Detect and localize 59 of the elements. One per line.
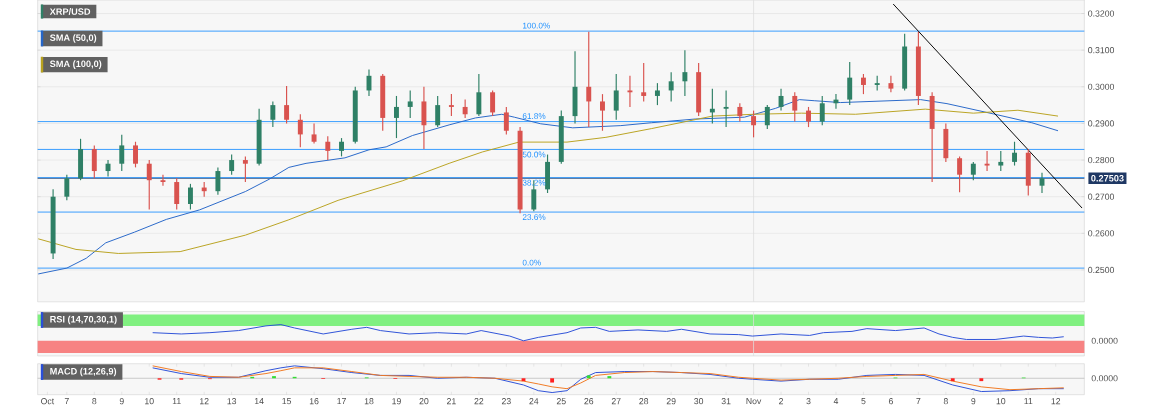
annotation: 100.0% xyxy=(523,22,550,29)
y-tick-label: 0.3100 xyxy=(1088,47,1115,54)
y-tick-label: 0.2500 xyxy=(1088,266,1115,274)
x-tick-label: 4 xyxy=(833,398,839,405)
x-tick-label: Nov xyxy=(746,398,762,405)
x-tick-label: 13 xyxy=(227,398,237,405)
x-tick-label: 10 xyxy=(996,398,1006,405)
x-tick-label: 7 xyxy=(916,398,921,405)
x-tick-label: 15 xyxy=(282,398,292,405)
y-tick-label: 0.2800 xyxy=(1088,156,1115,164)
y-tick-label: 0.2600 xyxy=(1088,230,1115,237)
x-tick-label: 18 xyxy=(364,398,374,405)
x-tick-label: 8 xyxy=(92,398,97,405)
annotation: 50.0% xyxy=(522,151,546,158)
x-tick-label: 20 xyxy=(419,398,429,405)
x-tick-label: 24 xyxy=(529,398,539,405)
x-tick-label: 7 xyxy=(64,398,69,405)
x-tick-label: 9 xyxy=(119,398,124,405)
x-tick-label: 19 xyxy=(392,398,401,405)
x-tick-label: 9 xyxy=(971,398,976,405)
x-tick-label: 25 xyxy=(556,398,566,405)
ref-line-label: 0.27503 xyxy=(1091,175,1124,182)
annotation: 61.8% xyxy=(522,113,546,119)
legend-label: SMA (100,0) xyxy=(49,60,102,69)
x-tick-label: 3 xyxy=(806,398,811,405)
text: 0.0000 xyxy=(1091,337,1118,344)
x-tick-label: 26 xyxy=(584,398,594,405)
y-tick-label: 0.2900 xyxy=(1088,120,1115,127)
x-tick-label: 11 xyxy=(172,398,181,405)
x-tick-label: 12 xyxy=(200,398,209,405)
x-tick-label: 30 xyxy=(694,398,704,405)
x-tick-label: 28 xyxy=(639,398,649,405)
x-tick-label: 10 xyxy=(145,398,154,405)
legend-label: RSI (14,70,30,1) xyxy=(50,315,117,325)
x-tick-label: 12 xyxy=(1051,398,1061,405)
x-tick-label: 8 xyxy=(943,398,948,405)
x-tick-label: 6 xyxy=(888,398,893,405)
legend-label: MACD (12,26,9) xyxy=(50,367,117,377)
x-tick-label: Oct xyxy=(41,398,55,405)
y-tick-label: 0.3200 xyxy=(1088,10,1115,17)
x-tick-label: 22 xyxy=(474,398,484,405)
y-tick-label: 0.2700 xyxy=(1088,193,1115,200)
text: 0.0000 xyxy=(1091,375,1118,382)
x-tick-label: 16 xyxy=(309,398,319,405)
x-tick-label: 11 xyxy=(1024,398,1033,405)
x-tick-label: 29 xyxy=(666,398,676,405)
annotation: 0.0% xyxy=(522,259,541,266)
x-tick-label: 5 xyxy=(861,398,866,405)
legend-label: XRP/USD xyxy=(49,8,91,15)
legend-label: SMA (50,0) xyxy=(49,34,97,43)
x-tick-label: 14 xyxy=(254,398,264,405)
y-tick-label: 0.3000 xyxy=(1088,83,1115,90)
annotation: 23.6% xyxy=(522,214,546,221)
x-tick-label: 23 xyxy=(501,398,511,405)
x-tick-label: 31 xyxy=(721,398,731,405)
x-tick-label: 27 xyxy=(611,398,621,405)
x-tick-label: 21 xyxy=(447,398,456,405)
x-tick-label: 17 xyxy=(337,398,346,405)
x-tick-label: 2 xyxy=(779,398,784,405)
